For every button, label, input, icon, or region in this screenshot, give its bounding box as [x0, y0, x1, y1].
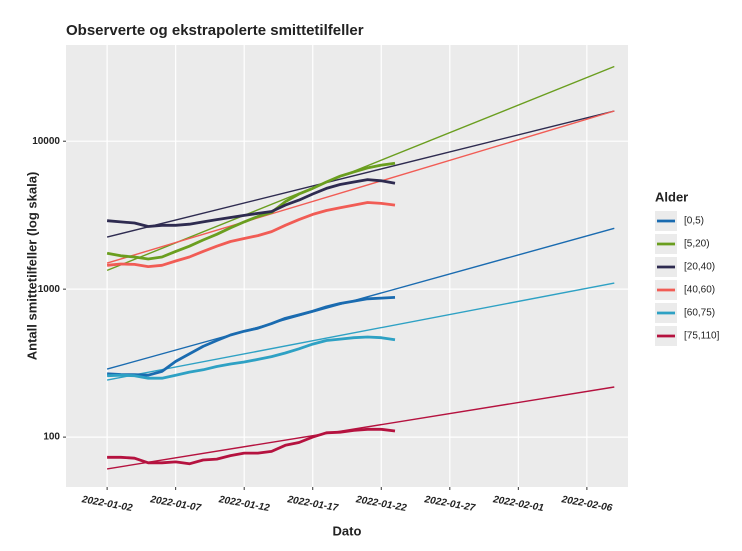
x-tick-label: 2022-02-01 [491, 494, 545, 514]
x-axis-label: Dato [333, 523, 362, 538]
trend-line [106, 110, 615, 264]
trend-line [106, 110, 615, 238]
observed-line [107, 335, 396, 380]
chart-title: Observerte og ekstrapolerte smittetilfel… [66, 22, 364, 39]
legend-label: [20,40) [684, 262, 715, 273]
legend-label: [5,20) [684, 239, 710, 250]
x-tick-label: 2022-01-02 [80, 494, 134, 514]
legend-label: [0,5) [684, 216, 704, 227]
x-tick-label: 2022-01-27 [423, 494, 477, 514]
x-tick-label: 2022-01-12 [217, 494, 271, 514]
y-tick-label: 100 [43, 432, 60, 443]
observed-line [107, 427, 396, 466]
legend-label: [60,75) [684, 308, 715, 319]
y-axis-label: Antall smittetilfeller (log skala) [24, 172, 39, 361]
observed-line [106, 161, 396, 261]
legend-label: [75,110] [684, 331, 720, 342]
y-tick-label: 10000 [32, 136, 60, 147]
observed-line [106, 201, 396, 269]
trend-line [106, 282, 615, 381]
x-tick-label: 2022-01-07 [149, 494, 203, 514]
legend-title: Alder [655, 189, 688, 204]
x-tick-label: 2022-02-06 [560, 494, 614, 514]
x-tick-label: 2022-01-17 [286, 494, 340, 514]
observed-line [106, 178, 396, 228]
trend-line [106, 386, 615, 470]
observed-line [107, 296, 396, 377]
x-tick-label: 2022-01-22 [354, 494, 408, 514]
trend-line [106, 65, 615, 272]
y-tick-label: 1000 [38, 284, 61, 295]
legend-label: [40,60) [684, 285, 715, 296]
